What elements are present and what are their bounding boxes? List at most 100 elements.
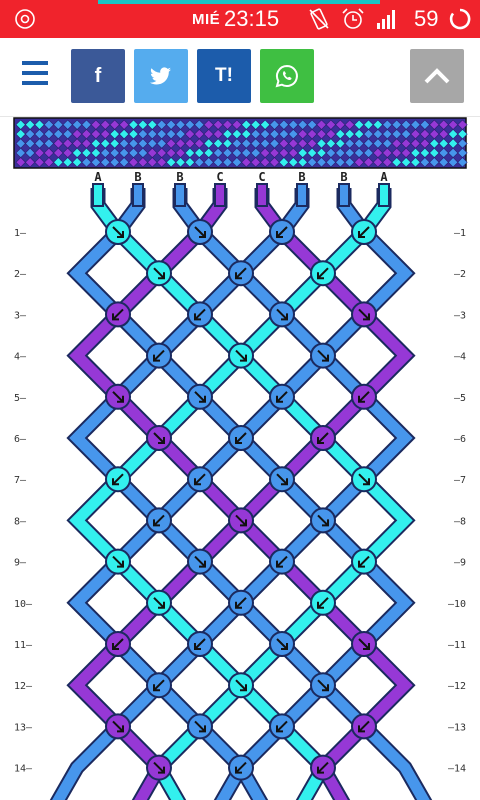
facebook-label: f [94,64,102,87]
string-start-B [338,183,350,207]
string-start-C [256,183,268,207]
status-bar: MIÉ 23:15 59 [0,0,480,38]
knot-arrow-icon [235,514,247,527]
knot-arrow-icon [153,432,165,444]
string-label: C [258,170,265,184]
string-label: C [216,170,223,184]
preview-cell [457,138,468,149]
tuenti-share-button[interactable]: T! [197,49,251,103]
string-label: B [340,170,347,184]
knot-arrow-icon [276,473,288,486]
knot-arrow-icon [112,308,124,321]
row-label-right: —12 [448,681,466,692]
friendship-bracelet-pattern: A B B C C B B A 1— —1 2— —2 3— —3 4— —4 5— —5 6— —6 7— —7 8— —… [13,117,468,800]
knot-arrow-icon [112,555,124,568]
whatsapp-icon [275,64,298,88]
string-label: B [176,170,183,184]
row-label-left: 11— [14,640,33,651]
row-label-right: —5 [454,393,466,404]
knot-arrow-icon [112,226,124,238]
preview-cell [457,119,468,130]
knot-arrow-icon [112,638,124,650]
preview-cell [457,157,468,168]
battery-level: 59 [414,6,439,31]
status-day: MIÉ [192,11,221,28]
row-label-left: 2— [14,269,27,280]
row-label-right: —6 [454,434,466,445]
knot-arrow-icon [194,473,206,486]
knot-arrow-icon [153,349,165,362]
twitter-share-button[interactable] [134,49,188,103]
knot-arrow-icon [194,226,206,238]
row-label-left: 6— [14,434,27,445]
knot-arrow-icon [112,473,124,486]
row-label-left: 3— [14,310,27,321]
row-label-left: 4— [14,352,27,363]
row-label-right: —14 [448,764,466,775]
knot-arrow-icon [358,638,370,650]
twitter-bird-icon [150,67,171,85]
knot-arrow-icon [317,761,329,774]
row-label-right: —1 [454,228,466,239]
status-time: 23:15 [224,6,280,31]
knot-arrow-icon [153,597,165,609]
knot-arrow-icon [358,391,370,403]
knot-arrow-icon [194,308,206,321]
knot-arrow-icon [112,720,124,733]
string-start-B [132,183,144,207]
row-label-right: —13 [448,722,466,733]
no-vibrate-icon [309,8,329,30]
knot-arrow-icon [235,597,247,609]
row-label-left: 13— [14,722,33,733]
knot-arrow-icon [153,514,165,527]
knot-arrow-icon [153,679,165,692]
bracelet-preview [13,117,468,169]
row-label-right: —10 [448,599,466,610]
loading-progress [98,0,380,4]
knot-arrow-icon [276,720,288,733]
string-label: B [134,170,141,184]
row-label-right: —3 [454,310,466,321]
knot-arrow-icon [317,597,329,609]
knot-arrow-icon [194,720,206,733]
preview-cell [457,128,468,140]
string-start-A [92,183,104,207]
row-label-right: —9 [454,558,466,569]
scroll-top-button[interactable] [410,49,464,103]
row-label-left: 5— [14,393,27,404]
row-label-left: 10— [14,599,33,610]
knot-arrow-icon [276,391,288,403]
knot-arrow-icon [194,555,206,568]
knot-arrow-icon [276,226,288,238]
alarm-icon [342,8,364,29]
menu-icon[interactable] [22,61,48,85]
string-label: B [298,170,305,184]
knot-arrow-icon [358,308,370,321]
knot-arrow-icon [235,761,247,774]
chevron-up-icon [424,68,450,84]
string-start-B [296,183,308,207]
knot-arrow-icon [317,432,329,444]
row-label-left: 14— [14,764,33,775]
signal-icon [377,10,395,29]
row-label-right: —2 [454,269,466,280]
status-icons [306,6,400,32]
knot-arrow-icon [276,555,288,568]
knot-arrow-icon [317,349,329,362]
row-label-right: —11 [448,640,466,651]
knot-arrow-icon [153,267,165,280]
string-start-C [214,183,226,207]
knot-arrow-icon [358,720,370,733]
toolbar: f T! [0,38,480,117]
knot-arrow-icon [317,679,329,692]
knot-arrow-icon [153,761,165,774]
row-label-left: 1— [14,228,27,239]
row-label-left: 7— [14,475,27,486]
camera-icon [15,9,35,29]
knot-arrow-icon [235,349,247,362]
row-label-left: 12— [14,681,33,692]
knot-arrow-icon [276,638,288,650]
whatsapp-share-button[interactable] [260,49,314,103]
facebook-share-button[interactable]: f [71,49,125,103]
